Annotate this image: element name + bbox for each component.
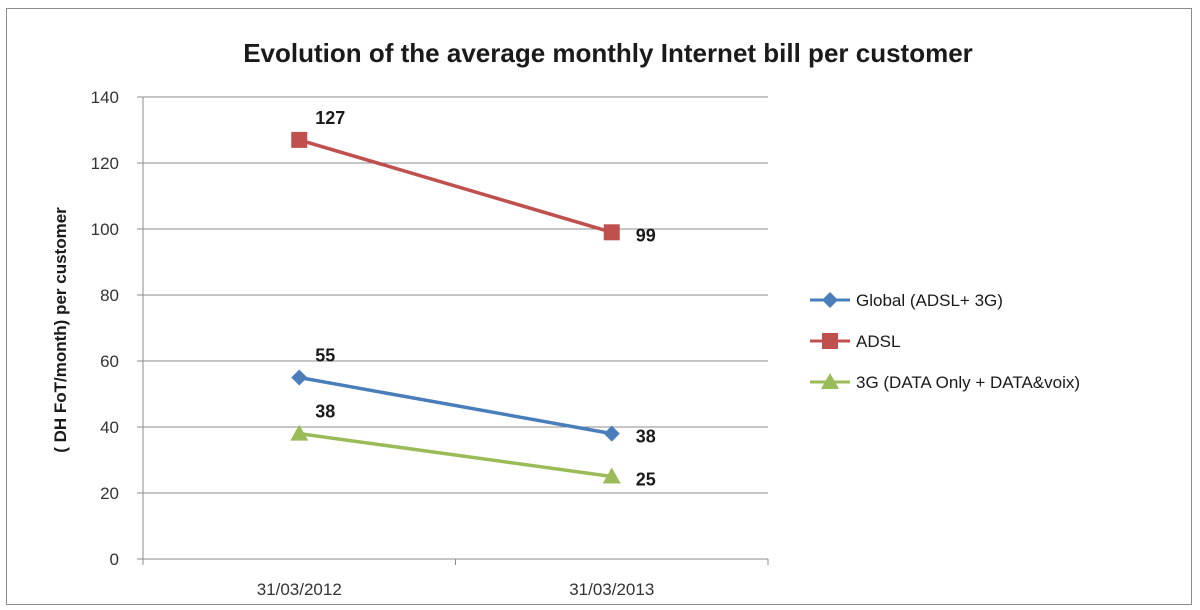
series-line [299,431,612,479]
data-label: 38 [636,427,656,447]
series-line [298,138,613,234]
y-tick-label: 120 [91,154,119,173]
y-tick-label: 140 [91,88,119,107]
data-point-marker [291,131,308,148]
data-point-marker [291,369,308,386]
y-tick-label: 100 [91,220,119,239]
legend-item-label: 3G (DATA Only + DATA&voix) [856,373,1080,392]
chart-frame [6,8,1192,605]
data-point-marker [602,467,621,484]
x-tick-label: 31/03/2013 [569,580,654,599]
data-label: 25 [636,470,656,490]
legend-marker [822,292,838,308]
legend-item-label: Global (ADSL+ 3G) [856,291,1003,310]
legend-marker [822,333,838,349]
y-tick-label: 80 [100,286,119,305]
y-tick-label: 40 [100,418,119,437]
data-label: 99 [636,225,656,245]
chart-title: Evolution of the average monthly Interne… [243,38,973,68]
data-label: 55 [315,346,335,366]
data-point-marker [603,425,620,442]
data-label: 38 [315,402,335,422]
data-label: 127 [315,108,345,128]
legend-marker [821,373,839,389]
y-axis-label: ( DH FoT/month) per customer [51,207,70,453]
series-line [298,375,613,436]
data-point-marker [603,224,620,241]
data-point-marker [290,424,309,441]
legend-item-label: ADSL [856,332,900,351]
y-tick-label: 0 [110,550,119,569]
x-tick-label: 31/03/2012 [257,580,342,599]
y-tick-label: 20 [100,484,119,503]
y-tick-label: 60 [100,352,119,371]
